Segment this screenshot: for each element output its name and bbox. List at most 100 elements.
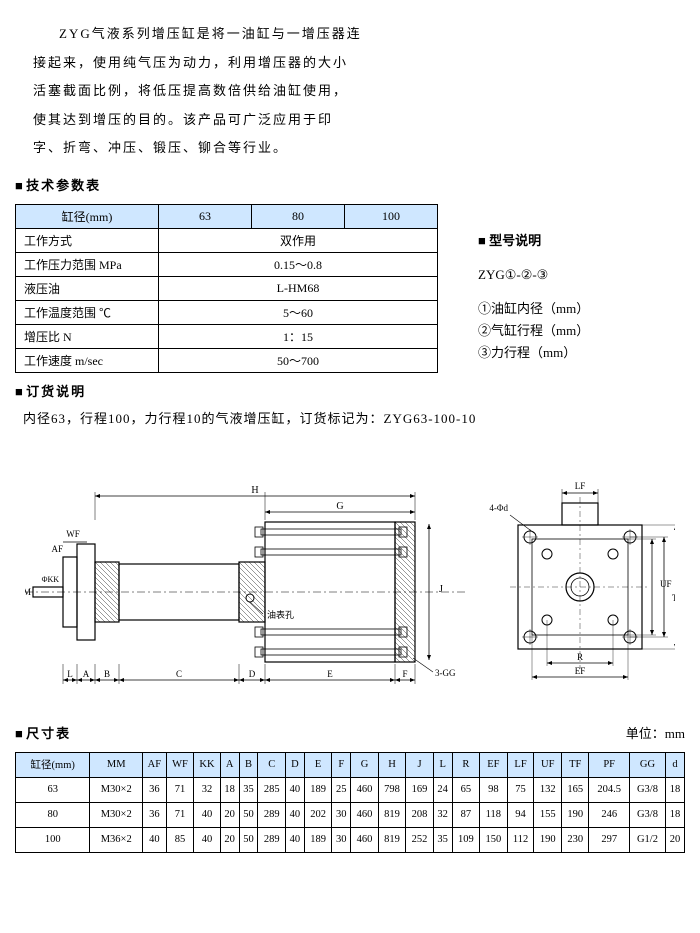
dim-header: D: [285, 752, 304, 777]
dim-cell: M30×2: [90, 777, 143, 802]
svg-text:WF: WF: [66, 529, 80, 539]
dim-cell: 118: [480, 802, 508, 827]
spec-header: 100: [345, 204, 438, 228]
spec-header: 缸径(mm): [16, 204, 159, 228]
dim-cell: 798: [378, 777, 406, 802]
order-text: 内径63，行程100，力行程10的气液增压缸，订货标记为：ZYG63-100-1…: [23, 408, 685, 427]
dim-cell: 112: [507, 827, 534, 852]
spec-row-value: L-HM68: [159, 276, 438, 300]
spec-title: 技术参数表: [15, 175, 685, 194]
dim-header: A: [220, 752, 239, 777]
dim-cell: 208: [406, 802, 434, 827]
dim-cell: 189: [304, 827, 332, 852]
dim-cell: G1/2: [629, 827, 665, 852]
spec-row-value: 0.15～0.8: [159, 252, 438, 276]
svg-text:3-GG: 3-GG: [435, 668, 456, 678]
dim-cell: 30: [332, 827, 351, 852]
dim-cell: 36: [142, 777, 166, 802]
dim-cell: 35: [239, 777, 258, 802]
model-line: ③力行程（mm）: [478, 342, 589, 364]
dim-cell: 230: [561, 827, 589, 852]
model-code: ZYG①-②-③: [478, 264, 589, 286]
order-title: 订货说明: [15, 381, 685, 400]
dim-header: UF: [534, 752, 562, 777]
diagram-area: MMWFAFΦKK油表孔3-GGJLABCDEFHG 4-ΦdLFUFTFPFR…: [15, 437, 685, 697]
dim-header: C: [258, 752, 286, 777]
dim-cell: 190: [561, 802, 589, 827]
dim-cell: 18: [666, 802, 685, 827]
dim-table: 缸径(mm)MMAFWFKKABCDEFGHJLREFLFUFTFPFGGd63…: [15, 752, 685, 853]
dim-cell: 204.5: [589, 777, 629, 802]
dim-header: d: [666, 752, 685, 777]
dim-cell: 285: [258, 777, 286, 802]
dim-cell: 289: [258, 827, 286, 852]
dim-cell: M30×2: [90, 802, 143, 827]
spec-row-label: 增压比 N: [16, 324, 159, 348]
model-line: ②气缸行程（mm）: [478, 320, 589, 342]
dim-cell: 18: [666, 777, 685, 802]
dim-cell: 297: [589, 827, 629, 852]
dim-cell: 25: [332, 777, 351, 802]
dim-header: AF: [142, 752, 166, 777]
dim-header: EF: [480, 752, 508, 777]
dim-cell: 460: [351, 827, 379, 852]
dim-cell: 109: [452, 827, 480, 852]
svg-text:A: A: [83, 669, 90, 679]
dim-header: E: [304, 752, 332, 777]
dim-header: L: [433, 752, 452, 777]
dim-cell: 36: [142, 802, 166, 827]
svg-text:D: D: [249, 669, 256, 679]
dim-cell: 132: [534, 777, 562, 802]
spec-row-value: 1：15: [159, 324, 438, 348]
spec-row-label: 工作速度 m/sec: [16, 348, 159, 372]
dim-cell: 63: [16, 777, 90, 802]
svg-text:UF: UF: [660, 579, 672, 589]
dim-cell: 75: [507, 777, 534, 802]
dim-cell: 85: [166, 827, 194, 852]
svg-text:L: L: [67, 669, 73, 679]
dim-header: G: [351, 752, 379, 777]
dim-cell: 40: [285, 827, 304, 852]
spec-row-value: 50～700: [159, 348, 438, 372]
dim-header: TF: [561, 752, 589, 777]
dim-header: R: [452, 752, 480, 777]
dim-cell: 189: [304, 777, 332, 802]
dim-cell: 24: [433, 777, 452, 802]
dim-cell: 35: [433, 827, 452, 852]
svg-text:TF: TF: [672, 593, 675, 603]
dim-cell: G3/8: [629, 777, 665, 802]
model-line: ①油缸内径（mm）: [478, 298, 589, 320]
svg-text:油表孔: 油表孔: [267, 609, 294, 620]
dim-cell: 65: [452, 777, 480, 802]
intro-line: 活塞截面比例，将低压提高数倍供给油缸使用，: [33, 77, 685, 106]
dim-header: H: [378, 752, 406, 777]
dim-cell: M36×2: [90, 827, 143, 852]
dim-header: 缸径(mm): [16, 752, 90, 777]
dim-cell: 100: [16, 827, 90, 852]
spec-row-value: 双作用: [159, 228, 438, 252]
dim-header: PF: [589, 752, 629, 777]
spec-row-label: 工作方式: [16, 228, 159, 252]
dim-cell: 71: [166, 802, 194, 827]
model-title: 型号说明: [478, 230, 589, 252]
dim-header: J: [406, 752, 434, 777]
dim-cell: 71: [166, 777, 194, 802]
dim-cell: 819: [378, 802, 406, 827]
dim-cell: 40: [142, 827, 166, 852]
svg-text:H: H: [251, 485, 258, 496]
intro-line: 使其达到增压的目的。该产品可广泛应用于印: [33, 106, 685, 135]
dim-cell: 20: [220, 827, 239, 852]
dim-cell: 40: [194, 802, 221, 827]
spec-header: 63: [159, 204, 252, 228]
diagram-front-view: 4-ΦdLFUFTFPFREF: [485, 437, 675, 697]
svg-text:ΦKK: ΦKK: [42, 575, 60, 584]
dim-cell: 87: [452, 802, 480, 827]
dim-cell: 819: [378, 827, 406, 852]
dim-cell: 289: [258, 802, 286, 827]
svg-text:F: F: [402, 669, 407, 679]
dim-cell: 80: [16, 802, 90, 827]
dim-cell: 169: [406, 777, 434, 802]
dim-unit: 单位：mm: [626, 723, 685, 742]
dim-title: 尺寸表: [15, 723, 71, 742]
dim-cell: 40: [285, 802, 304, 827]
